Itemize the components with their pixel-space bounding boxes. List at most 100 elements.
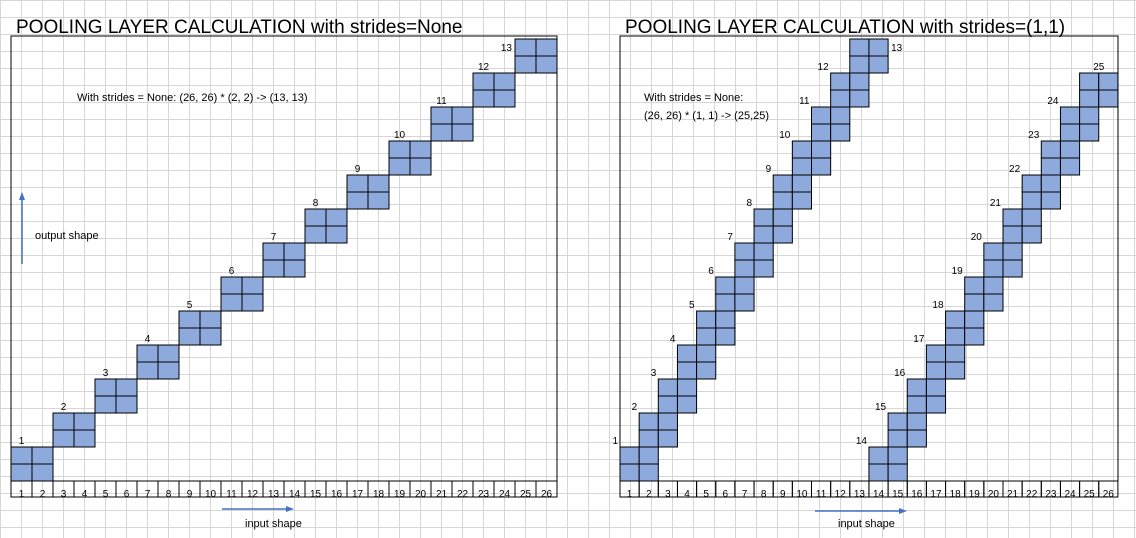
- left-panel: POOLING LAYER CALCULATION with strides=N…: [10, 17, 558, 530]
- right-window-cell: [887, 429, 908, 448]
- right-window-cell: [906, 378, 927, 397]
- left-window-cell: [199, 310, 222, 329]
- right-window-label: 8: [746, 198, 752, 209]
- right-panel: POOLING LAYER CALCULATION with strides=(…: [612, 17, 1119, 530]
- right-window-cell: [696, 361, 717, 380]
- right-axis-tick-label: 21: [1007, 489, 1019, 500]
- right-window-cell: [772, 208, 793, 227]
- right-window-cell: [753, 225, 774, 244]
- right-window-cell: [772, 191, 793, 210]
- right-window-cell: [772, 225, 793, 244]
- left-window-cell: [262, 259, 285, 278]
- right-window-cell: [734, 242, 755, 261]
- left-window-cell: [346, 174, 369, 193]
- right-window-cell: [925, 344, 947, 363]
- right-axis-tick-label: 3: [665, 489, 671, 500]
- right-window-cell: [1059, 140, 1081, 159]
- left-axis-tick-label: 10: [205, 489, 217, 500]
- left-window-cell: [493, 89, 516, 108]
- left-window-cell: [178, 310, 201, 329]
- left-window-cell: [283, 259, 306, 278]
- left-window-cell: [304, 225, 327, 244]
- left-axis-tick-label: 26: [541, 489, 553, 500]
- right-window-cell: [1040, 157, 1061, 176]
- output-shape-label: output shape: [35, 230, 99, 242]
- left-window-cell: [451, 123, 474, 142]
- right-axis-tick-label: 13: [854, 489, 866, 500]
- right-window-cell: [925, 378, 947, 397]
- right-axis-tick-label: 8: [761, 489, 767, 500]
- right-window-label: 10: [779, 130, 791, 141]
- right-window-cell: [696, 344, 717, 363]
- right-window-label: 11: [799, 96, 810, 107]
- right-window-cell: [1059, 123, 1081, 142]
- right-window-cell: [811, 157, 832, 176]
- right-window-cell: [1021, 208, 1042, 227]
- right-window-cell: [1002, 242, 1023, 261]
- left-window-cell: [115, 378, 138, 397]
- right-window-cell: [791, 191, 812, 210]
- left-window-cell: [430, 123, 453, 142]
- right-window-cell: [791, 157, 812, 176]
- right-axis-tick-label: 14: [873, 489, 885, 500]
- right-window-label: 16: [894, 368, 906, 379]
- right-window-cell: [849, 38, 870, 57]
- right-window-cell: [657, 378, 678, 397]
- right-window-cell: [983, 293, 1004, 312]
- left-window-cell: [136, 361, 159, 380]
- left-window-label: 4: [145, 334, 151, 345]
- left-axis-tick-label: 15: [310, 489, 322, 500]
- right-window-cell: [772, 174, 793, 193]
- left-axis-tick-label: 24: [499, 489, 511, 500]
- left-axis-tick-label: 5: [103, 489, 109, 500]
- right-axis-tick-label: 15: [892, 489, 904, 500]
- right-axis-tick-label: 11: [816, 489, 827, 500]
- left-window-cell: [241, 276, 264, 295]
- right-window-cell: [676, 395, 698, 414]
- left-axis-tick-box: [535, 480, 558, 498]
- right-axis-tick-label: 25: [1084, 489, 1096, 500]
- right-window-cell: [1079, 72, 1100, 91]
- left-axis-tick-label: 9: [187, 489, 193, 500]
- left-axis-tick-label: 21: [436, 489, 448, 500]
- right-window-cell: [715, 276, 736, 295]
- right-window-label: 13: [891, 43, 903, 54]
- right-axis-tick-label: 1: [627, 489, 633, 500]
- right-window-cell: [1040, 140, 1061, 159]
- left-axis-tick-label: 3: [61, 489, 67, 500]
- left-window-cell: [493, 72, 516, 91]
- left-axis-tick-label: 22: [457, 489, 469, 500]
- left-window-cell: [220, 293, 243, 312]
- right-window-cell: [811, 140, 832, 159]
- right-window-cell: [887, 412, 908, 431]
- right-axis-tick-label: 22: [1026, 489, 1038, 500]
- left-window-label: 11: [436, 96, 447, 107]
- left-window-cell: [52, 412, 75, 431]
- right-window-cell: [791, 140, 812, 159]
- right-window-cell: [1079, 89, 1100, 108]
- right-window-label: 15: [875, 402, 887, 413]
- left-input-axis: 1 2 3 4 5 6 7 8 9 10 11 12 13 14 15 16 17 18 19 20 21 22 23 24 2…: [10, 480, 558, 500]
- left-window-cell: [136, 344, 159, 363]
- right-window-cell: [734, 293, 755, 312]
- left-window-cell: [535, 38, 558, 57]
- right-input-shape-arrow-head: [899, 508, 907, 514]
- right-pooling-windows: [619, 38, 1119, 482]
- left-window-cell: [472, 72, 495, 91]
- right-window-cell: [638, 412, 659, 431]
- left-window-cell: [304, 208, 327, 227]
- right-window-cell: [925, 361, 947, 380]
- left-window-label: 2: [61, 402, 67, 413]
- left-window-cell: [220, 276, 243, 295]
- right-input-shape-label: input shape: [838, 518, 895, 530]
- right-window-cell: [983, 276, 1004, 295]
- right-window-cell: [1021, 225, 1042, 244]
- right-axis-tick-label: 26: [1103, 489, 1115, 500]
- right-window-cell: [753, 208, 774, 227]
- left-window-label: 10: [394, 130, 406, 141]
- right-window-cell: [868, 38, 889, 57]
- left-window-cell: [94, 395, 117, 414]
- right-window-cell: [830, 72, 851, 91]
- left-window-label: 9: [355, 164, 361, 175]
- right-window-cell: [964, 293, 985, 312]
